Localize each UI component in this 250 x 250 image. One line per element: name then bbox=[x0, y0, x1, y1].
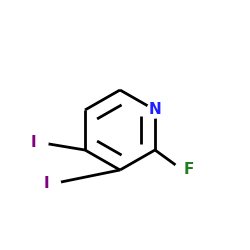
Text: I: I bbox=[44, 176, 49, 191]
Text: I: I bbox=[31, 135, 36, 150]
Text: N: N bbox=[148, 102, 162, 118]
Circle shape bbox=[44, 176, 60, 192]
Circle shape bbox=[32, 134, 48, 150]
Circle shape bbox=[174, 162, 190, 178]
Text: F: F bbox=[184, 162, 194, 178]
Circle shape bbox=[147, 102, 163, 118]
